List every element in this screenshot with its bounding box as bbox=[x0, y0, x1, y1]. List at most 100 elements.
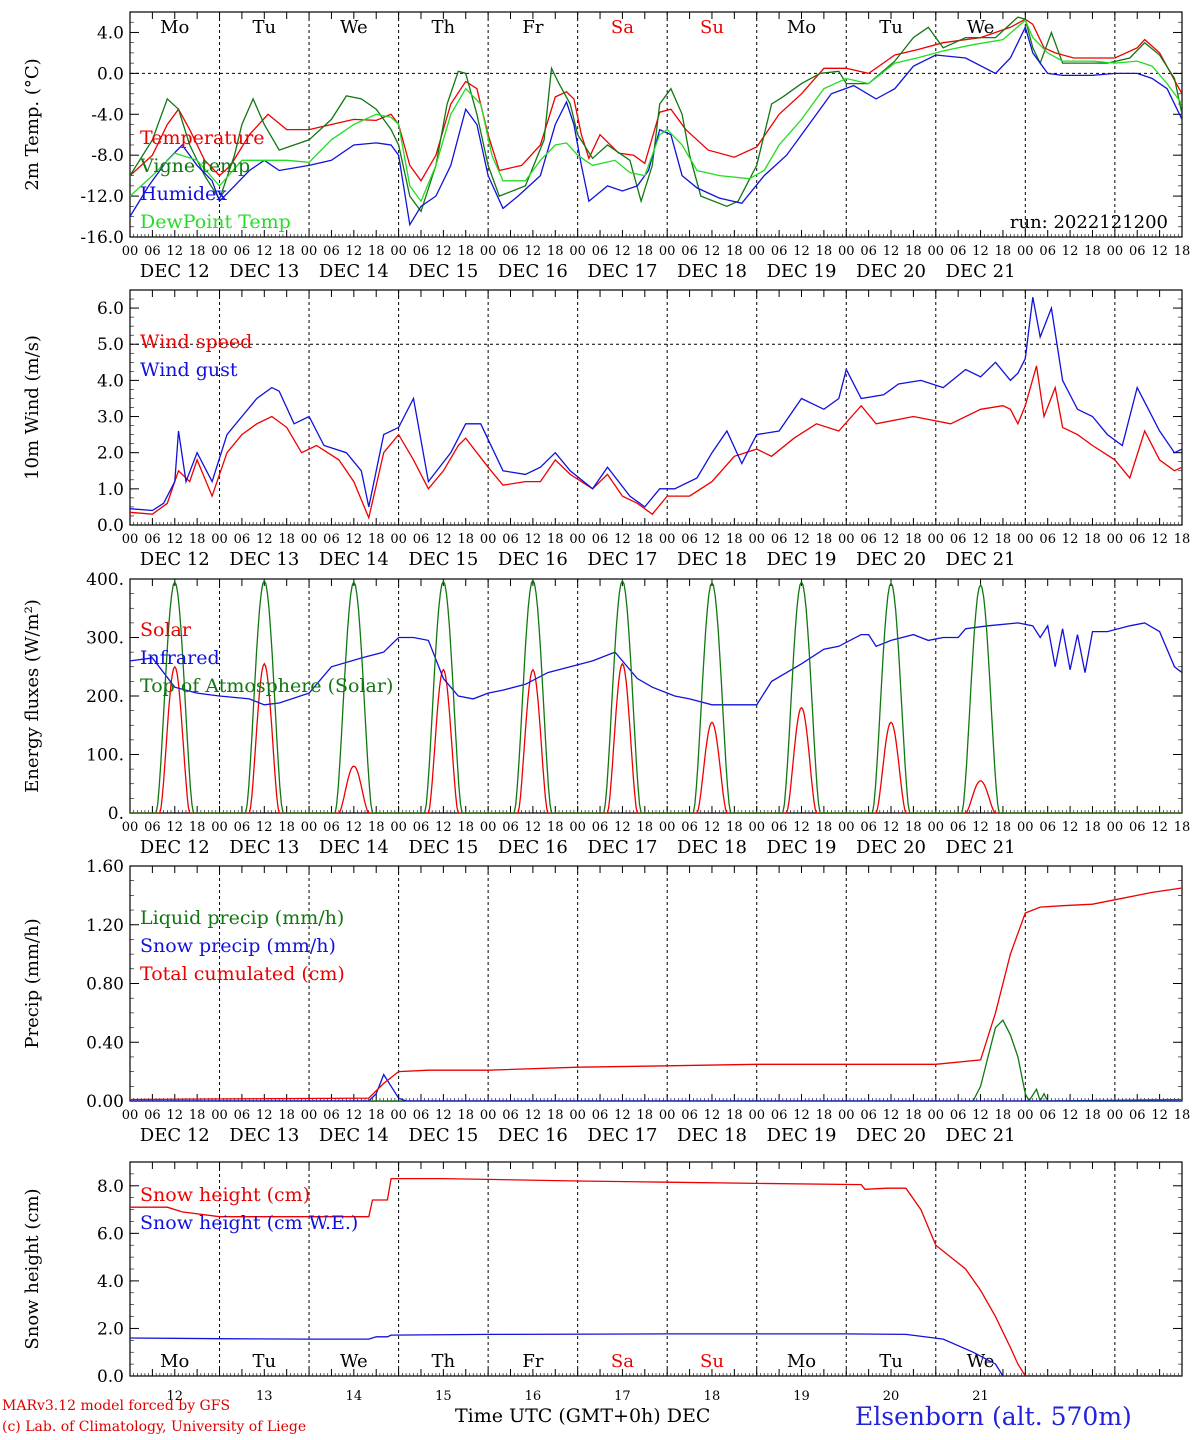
hour-tick-label: 00 bbox=[1107, 820, 1124, 835]
day-name: We bbox=[340, 1351, 368, 1372]
hour-tick-label: 06 bbox=[234, 820, 251, 835]
day-name: Tu bbox=[879, 1351, 903, 1372]
hour-tick-label: 00 bbox=[569, 532, 586, 547]
hour-tick-label: 06 bbox=[413, 820, 430, 835]
date-label: DEC 12 bbox=[140, 837, 210, 858]
hour-tick-label: 12 bbox=[614, 1108, 631, 1123]
hour-tick-label: 12 bbox=[793, 532, 810, 547]
hour-tick-label: 00 bbox=[1107, 532, 1124, 547]
hour-tick-label: 06 bbox=[681, 244, 698, 259]
hour-tick-label: 06 bbox=[323, 244, 340, 259]
day-name: Mo bbox=[160, 17, 189, 38]
hour-tick-label: 00 bbox=[301, 244, 318, 259]
legend-entry: Vigne temp bbox=[139, 155, 250, 177]
hour-tick-label: 18 bbox=[278, 532, 295, 547]
hour-tick-label: 18 bbox=[726, 820, 743, 835]
hour-tick-label: 06 bbox=[860, 1108, 877, 1123]
y-tick-label: 5.0 bbox=[97, 335, 124, 355]
y-tick-label: -8.0 bbox=[91, 146, 124, 166]
hour-tick-label: 12 bbox=[704, 1108, 721, 1123]
date-label: DEC 19 bbox=[766, 1125, 836, 1146]
hour-tick-label: 00 bbox=[301, 1108, 318, 1123]
date-label: DEC 18 bbox=[677, 549, 747, 570]
hour-tick-label: 00 bbox=[928, 820, 945, 835]
hour-tick-label: 12 bbox=[972, 1108, 989, 1123]
hour-tick-label: 18 bbox=[995, 532, 1012, 547]
y-tick-label: 0.00 bbox=[86, 1092, 124, 1112]
hour-tick-label: 00 bbox=[211, 820, 228, 835]
hour-tick-label: 12 bbox=[435, 820, 452, 835]
panel-precip: 00 06 12 18 00 06 12 18 00 06 12 18 00 06 12 18 00 06 12 18… bbox=[22, 857, 1190, 1146]
hour-tick-label: 12 bbox=[793, 244, 810, 259]
date-label: DEC 21 bbox=[946, 549, 1016, 570]
hour-tick-label: 18 bbox=[816, 820, 833, 835]
hour-tick-label: 18 bbox=[816, 244, 833, 259]
y-tick-label: 300. bbox=[86, 629, 124, 649]
date-label: DEC 15 bbox=[408, 1125, 478, 1146]
day-name: Mo bbox=[787, 1351, 816, 1372]
hour-tick-label: 00 bbox=[838, 820, 855, 835]
hour-tick-label: 18 bbox=[905, 244, 922, 259]
hour-tick-label: 06 bbox=[681, 820, 698, 835]
hour-tick-label: 12 bbox=[256, 244, 273, 259]
hour-tick-label: 06 bbox=[144, 1108, 161, 1123]
hour-tick-label: 00 bbox=[928, 244, 945, 259]
hour-tick-label: 06 bbox=[1039, 532, 1056, 547]
date-label: DEC 18 bbox=[677, 1125, 747, 1146]
date-label: DEC 15 bbox=[408, 261, 478, 282]
y-tick-label: 0.0 bbox=[97, 64, 124, 84]
series-line-snow-height-cm-w-e- bbox=[130, 1333, 1182, 1376]
hour-tick-label: 06 bbox=[144, 532, 161, 547]
date-label: DEC 15 bbox=[408, 837, 478, 858]
hour-tick-label: 06 bbox=[413, 532, 430, 547]
hour-tick-label: 12 bbox=[704, 532, 721, 547]
hour-tick-label: 18 bbox=[547, 820, 564, 835]
date-label: DEC 13 bbox=[229, 1125, 299, 1146]
hour-tick-label: 06 bbox=[592, 244, 609, 259]
hour-tick-label: 12 bbox=[614, 532, 631, 547]
y-tick-label: 4.0 bbox=[97, 1272, 124, 1292]
series-line-humidex bbox=[130, 25, 1182, 227]
date-label: DEC 12 bbox=[140, 1125, 210, 1146]
hour-tick-label: 12 bbox=[435, 1108, 452, 1123]
y-axis-label: 10m Wind (m/s) bbox=[22, 335, 43, 480]
hour-tick-label: 18 bbox=[905, 1108, 922, 1123]
day-number: 13 bbox=[256, 1389, 273, 1404]
date-label: DEC 17 bbox=[587, 1125, 657, 1146]
legend-entry: Liquid precip (mm/h) bbox=[140, 907, 344, 929]
hour-tick-label: 12 bbox=[704, 244, 721, 259]
y-tick-label: 1.20 bbox=[86, 916, 124, 936]
date-label: DEC 18 bbox=[677, 837, 747, 858]
day-name: We bbox=[967, 17, 995, 38]
hour-tick-label: 00 bbox=[659, 1108, 676, 1123]
date-label: DEC 19 bbox=[766, 837, 836, 858]
lab-credit: (c) Lab. of Climatology, University of L… bbox=[2, 1419, 307, 1435]
hour-tick-label: 18 bbox=[726, 532, 743, 547]
day-name: We bbox=[340, 17, 368, 38]
hour-tick-label: 12 bbox=[793, 820, 810, 835]
hour-tick-label: 18 bbox=[1084, 820, 1101, 835]
y-tick-label: -12.0 bbox=[80, 187, 124, 207]
hour-tick-label: 18 bbox=[637, 820, 654, 835]
hour-tick-label: 12 bbox=[166, 1108, 183, 1123]
hour-tick-label: 00 bbox=[390, 532, 407, 547]
hour-tick-label: 06 bbox=[144, 820, 161, 835]
hour-tick-label: 06 bbox=[1129, 244, 1146, 259]
hour-tick-label: 18 bbox=[1174, 244, 1191, 259]
hour-tick-label: 06 bbox=[502, 820, 519, 835]
day-number: 12 bbox=[166, 1389, 183, 1404]
hour-tick-label: 06 bbox=[502, 244, 519, 259]
hour-tick-label: 12 bbox=[704, 820, 721, 835]
legend-entry: Solar bbox=[140, 619, 192, 641]
y-tick-label: -4.0 bbox=[91, 105, 124, 125]
hour-tick-label: 18 bbox=[995, 244, 1012, 259]
hour-tick-label: 00 bbox=[1017, 1108, 1034, 1123]
hour-tick-label: 06 bbox=[950, 532, 967, 547]
hour-tick-label: 00 bbox=[838, 1108, 855, 1123]
hour-tick-label: 12 bbox=[883, 820, 900, 835]
hour-tick-label: 06 bbox=[234, 532, 251, 547]
y-axis-label: Energy fluxes (W/m²) bbox=[22, 599, 43, 793]
hour-tick-label: 12 bbox=[614, 820, 631, 835]
hour-tick-label: 18 bbox=[189, 532, 206, 547]
hour-tick-label: 18 bbox=[1174, 532, 1191, 547]
